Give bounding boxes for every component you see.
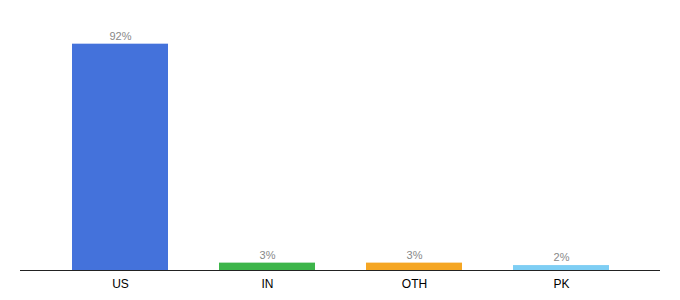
svg-text:2%: 2% (554, 251, 570, 263)
svg-text:OTH: OTH (402, 277, 427, 291)
svg-text:US: US (112, 277, 129, 291)
svg-text:92%: 92% (109, 30, 131, 42)
svg-text:3%: 3% (260, 249, 276, 261)
svg-text:IN: IN (262, 277, 274, 291)
svg-text:PK: PK (553, 277, 569, 291)
svg-text:3%: 3% (407, 249, 423, 261)
